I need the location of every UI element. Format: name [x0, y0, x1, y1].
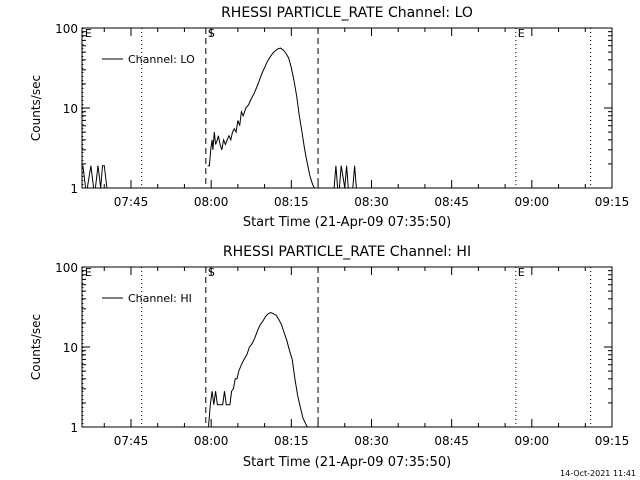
chart-title: RHESSI PARTICLE_RATE Channel: LO: [221, 5, 473, 21]
y-tick-label: 10: [63, 341, 78, 355]
x-axis-label: Start Time (21-Apr-09 07:35:50): [243, 215, 451, 230]
x-tick-label: 07:45: [114, 195, 149, 209]
event-marker-label: E: [518, 266, 525, 279]
event-marker-label: E: [85, 27, 92, 40]
y-axis-label: Counts/sec: [29, 75, 43, 141]
x-tick-label: 07:45: [114, 434, 149, 448]
x-tick-label: 09:15: [595, 195, 630, 209]
x-tick-label: 08:00: [194, 195, 229, 209]
event-marker-label: E: [85, 266, 92, 279]
x-axis-label: Start Time (21-Apr-09 07:35:50): [243, 455, 451, 470]
legend-entry: Channel: HI: [128, 292, 192, 305]
y-tick-label: 1: [70, 421, 78, 435]
y-tick-label: 1: [70, 182, 78, 196]
x-tick-label: 09:15: [595, 434, 630, 448]
plot-frame: [81, 27, 613, 189]
series-line: [333, 165, 357, 189]
x-tick-label: 08:45: [434, 195, 469, 209]
y-tick-label: 100: [55, 22, 78, 36]
panel-hi: RHESSI PARTICLE_RATE Channel: HI Start T…: [29, 244, 629, 470]
series-line: [208, 311, 308, 428]
x-tick-label: 08:30: [354, 434, 389, 448]
timestamp: 14-Oct-2021 11:41: [560, 469, 636, 478]
x-tick-label: 08:15: [274, 195, 309, 209]
x-tick-label: 09:00: [515, 434, 550, 448]
series-line: [207, 47, 315, 189]
x-tick-label: 08:15: [274, 434, 309, 448]
chart-title: RHESSI PARTICLE_RATE Channel: HI: [223, 244, 471, 260]
event-marker-label: E: [518, 27, 525, 40]
x-tick-label: 08:45: [434, 434, 469, 448]
x-tick-label: 08:00: [194, 434, 229, 448]
y-tick-label: 10: [63, 102, 78, 116]
legend-entry: Channel: LO: [128, 53, 195, 66]
x-tick-label: 09:00: [515, 195, 550, 209]
x-tick-label: 08:30: [354, 195, 389, 209]
y-axis-label: Counts/sec: [29, 314, 43, 380]
plot-frame: [81, 266, 613, 428]
y-tick-label: 100: [55, 261, 78, 275]
event-marker-label: S: [208, 27, 215, 40]
series-line: [82, 165, 108, 189]
event-marker-label: S: [208, 266, 215, 279]
panel-lo: RHESSI PARTICLE_RATE Channel: LO Start T…: [29, 5, 629, 230]
